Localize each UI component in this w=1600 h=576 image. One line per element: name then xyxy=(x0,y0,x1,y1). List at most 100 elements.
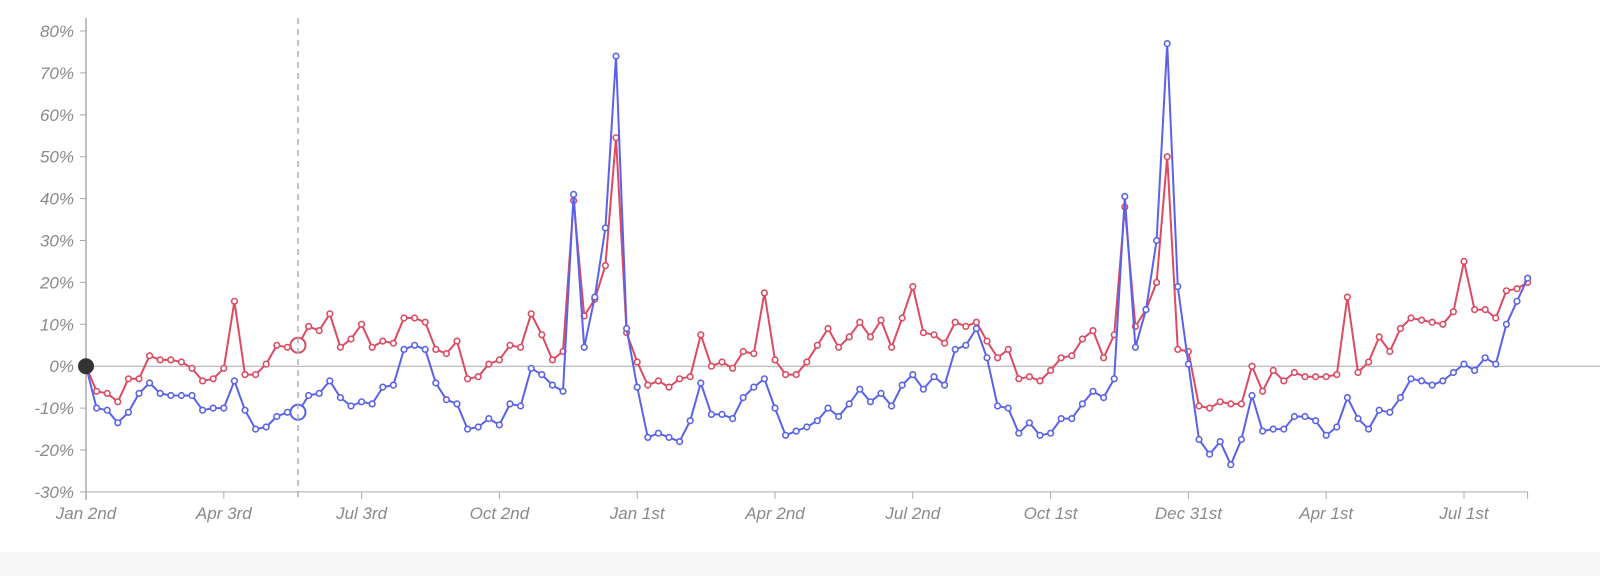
data-point xyxy=(177,358,185,366)
data-point xyxy=(474,423,482,431)
data-point xyxy=(750,383,758,391)
data-point xyxy=(644,433,652,442)
data-point xyxy=(824,324,832,333)
data-point xyxy=(1502,320,1510,328)
data-point xyxy=(1460,360,1468,368)
data-point xyxy=(1099,394,1108,402)
data-point xyxy=(962,322,970,331)
data-point xyxy=(135,389,143,398)
data-point xyxy=(887,402,896,410)
data-point xyxy=(1131,343,1139,351)
data-point xyxy=(654,377,663,385)
data-point xyxy=(1407,314,1415,322)
data-point xyxy=(1227,400,1235,408)
data-point xyxy=(771,356,779,364)
data-point xyxy=(1174,283,1182,291)
data-point xyxy=(1163,39,1171,48)
data-point xyxy=(1375,333,1383,341)
chart-panel: 80% 70% 60% 50% 40% 30% 20% 10% 0% -10% -20% -30% Ja… xyxy=(34,18,1600,523)
data-point xyxy=(1068,352,1076,360)
data-point xyxy=(400,314,408,322)
data-point xyxy=(1078,335,1086,343)
data-point xyxy=(199,406,207,414)
data-point xyxy=(898,314,906,322)
data-point xyxy=(1110,375,1118,383)
line-chart: 80% 70% 60% 50% 40% 30% 20% 10% 0% -10% -20% -30% Ja… xyxy=(34,18,1600,523)
data-point xyxy=(1227,461,1235,469)
data-point xyxy=(909,371,917,379)
data-point xyxy=(1439,377,1447,385)
data-point xyxy=(1152,236,1161,245)
x-tick-label: Jul 1st xyxy=(1438,504,1489,523)
x-tick-label: Jul 2nd xyxy=(884,504,940,523)
data-point xyxy=(1417,316,1426,324)
data-point xyxy=(781,371,790,379)
data-point xyxy=(230,297,238,305)
data-point xyxy=(1089,387,1097,395)
data-point xyxy=(1195,402,1203,410)
data-point xyxy=(983,354,991,362)
data-point xyxy=(877,389,885,398)
series-line xyxy=(85,136,1529,410)
data-point xyxy=(1396,324,1404,333)
data-point xyxy=(1322,373,1330,381)
data-point xyxy=(1121,192,1129,201)
data-point xyxy=(1343,293,1351,301)
data-point xyxy=(199,377,207,385)
data-point xyxy=(739,394,747,402)
data-point xyxy=(1015,429,1023,437)
data-point xyxy=(707,362,716,370)
data-point xyxy=(1248,391,1256,400)
data-point xyxy=(993,402,1002,410)
y-tick-label: -10% xyxy=(34,399,74,418)
data-point xyxy=(1152,278,1161,287)
data-point xyxy=(146,352,154,360)
data-point xyxy=(675,375,684,383)
data-point xyxy=(252,425,260,433)
data-point xyxy=(1237,435,1245,444)
data-point xyxy=(898,381,906,389)
data-point xyxy=(1216,398,1224,406)
axes: 80% 70% 60% 50% 40% 30% 20% 10% 0% -10% -20% -30% Ja… xyxy=(34,18,1600,523)
data-point xyxy=(336,394,345,402)
data-point xyxy=(527,364,535,372)
data-point xyxy=(1036,377,1044,385)
data-point xyxy=(177,391,185,400)
data-point xyxy=(591,293,599,301)
data-point xyxy=(442,350,451,358)
data-point xyxy=(156,356,164,364)
data-point xyxy=(400,345,408,354)
data-point xyxy=(315,389,323,398)
x-tick-label: Apr 3rd xyxy=(195,504,252,523)
data-point xyxy=(803,423,811,431)
data-point xyxy=(707,410,716,419)
data-point xyxy=(188,364,196,372)
data-point xyxy=(1502,287,1510,295)
data-point xyxy=(114,398,122,406)
data-point xyxy=(877,316,885,324)
data-point xyxy=(622,324,631,333)
data-point xyxy=(1142,306,1150,314)
data-point xyxy=(92,387,101,395)
y-tick-label: 20% xyxy=(39,273,74,292)
data-point xyxy=(1470,366,1479,375)
data-point xyxy=(1386,408,1394,416)
data-point xyxy=(411,314,419,322)
x-tick-label: Jan 2nd xyxy=(55,504,117,523)
data-point xyxy=(1004,345,1012,354)
data-point xyxy=(495,356,504,364)
data-point xyxy=(1057,354,1065,362)
data-point xyxy=(516,402,525,410)
data-point xyxy=(1396,394,1404,402)
data-point xyxy=(1407,375,1415,383)
data-point xyxy=(1428,318,1436,326)
data-point xyxy=(1068,415,1076,423)
data-point xyxy=(1269,366,1277,375)
data-point xyxy=(728,364,737,372)
y-tick-label: 0% xyxy=(49,357,74,376)
data-point xyxy=(824,404,832,412)
data-point xyxy=(1036,431,1044,439)
data-point xyxy=(1311,373,1320,381)
data-point xyxy=(421,318,429,326)
data-point xyxy=(432,345,440,354)
